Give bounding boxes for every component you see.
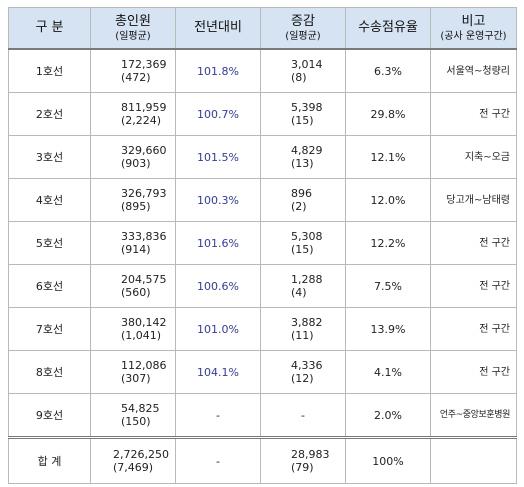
- share-cell: 12.2%: [345, 221, 431, 265]
- yoy-cell: 101.8%: [175, 48, 261, 93]
- yoy-cell: 104.1%: [175, 350, 261, 394]
- remarks-cell: 전 구간: [430, 264, 517, 308]
- header-change: 증감 (일평균): [260, 7, 346, 50]
- line-name: 9호선: [8, 393, 91, 438]
- change-cell: 4,829 (13): [260, 135, 346, 179]
- header-total-riders: 총인원 (일평균): [90, 7, 176, 50]
- yoy-cell: -: [175, 393, 261, 438]
- total-riders-cell: 54,825 (150): [90, 393, 176, 438]
- remarks-cell: 언주~중앙보훈병원: [430, 393, 517, 438]
- table-row: 9호선 54,825 (150) - - 2.0% 언주~중앙보훈병원: [8, 393, 517, 438]
- share-cell: 4.1%: [345, 350, 431, 394]
- change-cell: 3,882 (11): [260, 307, 346, 351]
- line-name: 2호선: [8, 92, 91, 136]
- yoy-cell: 100.7%: [175, 92, 261, 136]
- table-row: 5호선 333,836 (914) 101.6% 5,308 (15) 12.2% …: [8, 221, 517, 265]
- total-riders-cell: 380,142 (1,041): [90, 307, 176, 351]
- header-share: 수송점유율: [345, 7, 431, 50]
- line-name: 3호선: [8, 135, 91, 179]
- total-riders-cell: 112,086 (307): [90, 350, 176, 394]
- table-row: 1호선 172,369 (472) 101.8% 3,014 (8) 6.3% 서울…: [8, 48, 517, 93]
- remarks-cell: 전 구간: [430, 92, 517, 136]
- total-riders-cell: 329,660 (903): [90, 135, 176, 179]
- table-row: 7호선 380,142 (1,041) 101.0% 3,882 (11) 13.9…: [8, 307, 517, 351]
- share-cell: 12.0%: [345, 178, 431, 222]
- remarks-cell: [430, 436, 517, 484]
- header-row: 구 분 총인원 (일평균) 전년대비 증감 (일평균) 수송점유율 비고 (공사…: [8, 7, 517, 50]
- header-remarks: 비고 (공사 운영구간): [430, 7, 517, 50]
- table-row: 6호선 204,575 (560) 100.6% 1,288 (4) 7.5% 전 …: [8, 264, 517, 308]
- header-division: 구 분: [8, 7, 91, 50]
- table-row: 2호선 811,959 (2,224) 100.7% 5,398 (15) 29.8…: [8, 92, 517, 136]
- table-row: 3호선 329,660 (903) 101.5% 4,829 (13) 12.1% …: [8, 135, 517, 179]
- share-cell: 6.3%: [345, 48, 431, 93]
- yoy-cell: 100.3%: [175, 178, 261, 222]
- change-cell: 28,983 (79): [260, 436, 346, 484]
- remarks-cell: 지축~오금: [430, 135, 517, 179]
- change-cell: 5,308 (15): [260, 221, 346, 265]
- yoy-cell: 100.6%: [175, 264, 261, 308]
- yoy-cell: 101.6%: [175, 221, 261, 265]
- total-riders-cell: 811,959 (2,224): [90, 92, 176, 136]
- ridership-table: 구 분 총인원 (일평균) 전년대비 증감 (일평균) 수송점유율 비고 (공사…: [8, 7, 517, 484]
- share-cell: 2.0%: [345, 393, 431, 438]
- remarks-cell: 전 구간: [430, 221, 517, 265]
- line-name: 7호선: [8, 307, 91, 351]
- remarks-cell: 당고개~남태령: [430, 178, 517, 222]
- header-yoy: 전년대비: [175, 7, 261, 50]
- total-riders-cell: 204,575 (560): [90, 264, 176, 308]
- line-name: 1호선: [8, 48, 91, 93]
- share-cell: 13.9%: [345, 307, 431, 351]
- share-cell: 7.5%: [345, 264, 431, 308]
- line-name: 6호선: [8, 264, 91, 308]
- remarks-cell: 전 구간: [430, 350, 517, 394]
- header-change-sub: (일평균): [285, 30, 321, 42]
- line-name: 8호선: [8, 350, 91, 394]
- change-cell: -: [260, 393, 346, 438]
- change-cell: 4,336 (12): [260, 350, 346, 394]
- yoy-cell: 101.0%: [175, 307, 261, 351]
- total-riders-cell: 172,369 (472): [90, 48, 176, 93]
- change-cell: 1,288 (4): [260, 264, 346, 308]
- change-cell: 3,014 (8): [260, 48, 346, 93]
- share-cell: 100%: [345, 436, 431, 484]
- line-name: 5호선: [8, 221, 91, 265]
- total-riders-cell: 326,793 (895): [90, 178, 176, 222]
- table-row: 8호선 112,086 (307) 104.1% 4,336 (12) 4.1% 전…: [8, 350, 517, 394]
- total-label: 합 계: [8, 436, 91, 484]
- ridership-table-container: 구 분 총인원 (일평균) 전년대비 증감 (일평균) 수송점유율 비고 (공사…: [8, 7, 517, 484]
- yoy-cell: 101.5%: [175, 135, 261, 179]
- line-name: 4호선: [8, 178, 91, 222]
- total-row: 합 계 2,726,250 (7,469) - 28,983 (79) 100%: [8, 436, 517, 484]
- remarks-cell: 전 구간: [430, 307, 517, 351]
- table-row: 4호선 326,793 (895) 100.3% 896 (2) 12.0% 당고개…: [8, 178, 517, 222]
- total-riders-cell: 2,726,250 (7,469): [90, 436, 176, 484]
- change-cell: 5,398 (15): [260, 92, 346, 136]
- remarks-cell: 서울역~청량리: [430, 48, 517, 93]
- share-cell: 29.8%: [345, 92, 431, 136]
- header-total-riders-sub: (일평균): [115, 30, 151, 42]
- change-cell: 896 (2): [260, 178, 346, 222]
- yoy-cell: -: [175, 436, 261, 484]
- share-cell: 12.1%: [345, 135, 431, 179]
- header-remarks-sub: (공사 운영구간): [440, 30, 507, 42]
- total-riders-cell: 333,836 (914): [90, 221, 176, 265]
